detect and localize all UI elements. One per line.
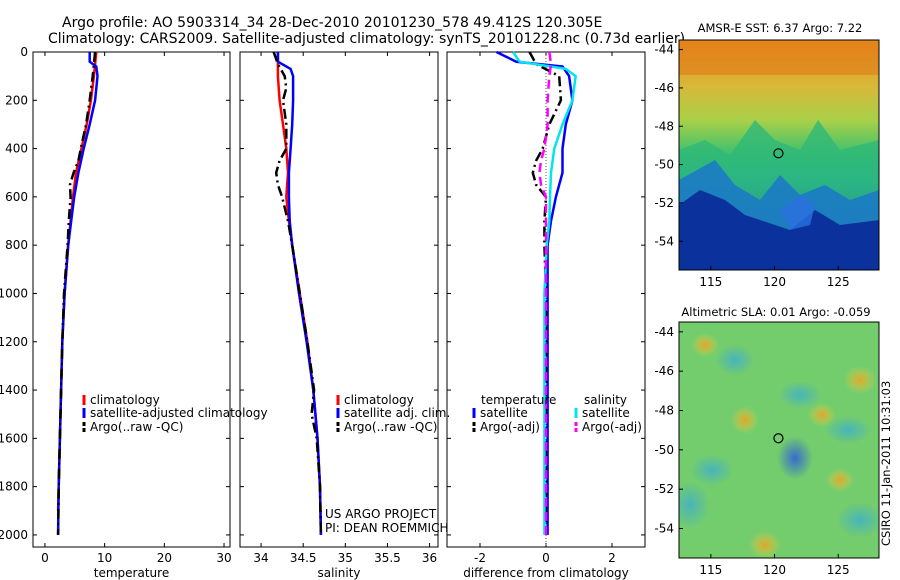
annotation-project: US ARGO PROJECT [325,507,437,521]
panel-temperature: 0 10 20 30 0 200 400 600 800 1000 1200 1400 1600 1800… [0,45,232,580]
series-line-argo-raw-qc- [272,51,323,535]
map-y-tick-label: -44 [654,43,674,57]
x-tick-label: 2 [608,551,616,565]
series-line-temperature-satellite [495,50,574,535]
x-tick-label: 35 [338,551,353,565]
y-tick-label: 800 [5,238,28,252]
map-x-tick-label: 125 [827,275,850,289]
x-tick-label: 34.5 [290,551,317,565]
map-y-tick-label: -50 [654,158,674,172]
series-line-satellite-adjusted-climatology [56,52,99,535]
legend-sal-climatology-label: climatology [344,393,414,407]
sst-map-title: AMSR-E SST: 6.37 Argo: 7.22 [698,21,863,35]
legend-diff-sal-satellite-label: satellite [582,406,630,420]
map-y-tick-label: -54 [654,234,674,248]
map-x-tick-label: 120 [763,563,786,577]
map-y-tick-label: -48 [654,119,674,133]
y-tick-label: 1600 [0,431,28,445]
x-tick-label: 34 [253,551,268,565]
series-line-argo-raw-qc- [56,51,97,535]
credit-text: CSIRO 11-Jan-2011 10:31:03 [879,381,893,546]
legend-diff-temp-satellite-label: satellite [480,406,528,420]
difference-xlabel: difference from climatology [463,566,629,580]
sst-map: AMSR-E SST: 6.37 Argo: 7.22 115 120 125 -44… [654,21,880,289]
legend-diff-sal-argo-label: Argo(-adj) [582,420,642,434]
y-tick-label: 1200 [0,335,28,349]
y-tick-label: 200 [5,93,28,107]
map-y-tick-label: -52 [654,196,674,210]
x-tick-label: 10 [97,551,112,565]
x-tick-label: 0 [41,551,49,565]
argo-location-marker [773,148,784,159]
x-tick-label: -2 [474,551,486,565]
temperature-xlabel: temperature [94,566,169,580]
series-line-salinity-satellite [511,51,577,535]
map-y-tick-label: -46 [654,364,674,378]
sla-map: Altimetric SLA: 0.01 Argo: -0.059 115 120… [654,305,880,577]
y-tick-label: 1000 [0,286,28,300]
series-line-salinity-argo-adj- [538,51,553,535]
legend-group-salinity: salinity [584,393,627,407]
legend-temp-satellite-label: satellite-adjusted climatology [90,406,268,420]
legend-temp-argo-label: Argo(..raw -QC) [90,420,183,434]
x-tick-label: 30 [216,551,231,565]
map-y-tick-label: -54 [654,522,674,536]
map-y-tick-label: -52 [654,482,674,496]
salinity-xlabel: salinity [317,566,360,580]
legend-sal-argo-label: Argo(..raw -QC) [344,420,437,434]
map-x-tick-label: 115 [699,563,722,577]
profile-panels: 0 10 20 30020040060080010001200140016001800… [0,45,646,580]
map-y-tick-label: -46 [654,81,674,95]
y-tick-label: 0 [20,45,28,59]
x-tick-label: 0 [542,551,550,565]
legend-diff-temp-argo-label: Argo(-adj) [480,420,540,434]
map-y-tick-label: -44 [654,325,674,339]
y-tick-label: 400 [5,142,28,156]
salinity-frame [239,51,439,548]
panel-salinity: 34 34.5 35 35.5 36 salinity [239,51,439,580]
map-x-tick-label: 120 [763,275,786,289]
map-y-tick-label: -50 [654,443,674,457]
legend-group-temperature: temperature [481,393,556,407]
argo-location-marker [773,433,784,444]
y-tick-label: 2000 [0,528,28,542]
y-tick-label: 600 [5,190,28,204]
sla-map-title: Altimetric SLA: 0.01 Argo: -0.059 [681,305,870,319]
series-line-temperature-argo-adj- [528,51,563,535]
map-x-tick-label: 125 [827,563,850,577]
y-tick-label: 1400 [0,383,28,397]
y-tick-label: 1800 [0,480,28,494]
header-line-2: Climatology: CARS2009. Satellite-adjuste… [48,31,685,47]
header-line-1: Argo profile: AO 5903314_34 28-Dec-2010 … [62,15,602,31]
series-line-satellite-adj-clim- [276,52,323,535]
map-x-tick-label: 115 [699,275,722,289]
x-tick-label: 36 [422,551,437,565]
map-y-tick-label: -48 [654,404,674,418]
x-tick-label: 20 [157,551,172,565]
legend-sal-satellite-label: satellite adj. clim. [344,406,450,420]
legend-temp-climatology-label: climatology [90,393,160,407]
x-tick-label: 35.5 [374,551,401,565]
annotation-pi: PI: DEAN ROEMMICH [325,521,448,535]
temperature-frame [32,51,231,548]
